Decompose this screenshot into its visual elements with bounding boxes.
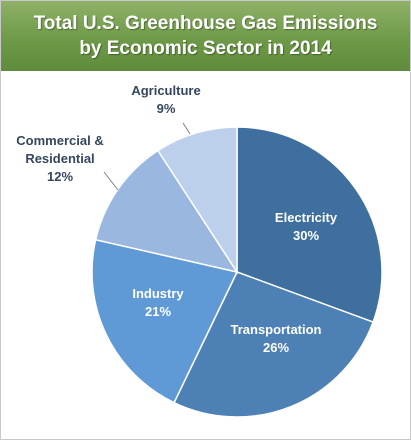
slice-label-commercial-residential-1: Residential xyxy=(25,151,94,166)
leader-line-commercial-residential xyxy=(103,171,119,191)
chart-title-line-1: Total U.S. Greenhouse Gas Emissions xyxy=(33,13,378,34)
pie-slice-agriculture xyxy=(156,126,238,275)
leader-lines xyxy=(103,122,191,191)
title-banner: Total U.S. Greenhouse Gas Emissions by E… xyxy=(1,1,410,71)
slice-label-transportation-0: Transportation xyxy=(230,322,321,337)
pie-slices xyxy=(91,126,383,418)
leader-line-agriculture xyxy=(182,122,191,135)
pie-slice-commercial-residential xyxy=(94,149,239,274)
slice-percent-electricity: 30% xyxy=(293,228,319,243)
slice-label-commercial-residential-0: Commercial & xyxy=(16,133,103,148)
slice-label-agriculture-0: Agriculture xyxy=(131,83,200,98)
slice-label-industry-0: Industry xyxy=(132,286,184,301)
slice-percent-commercial-residential: 12% xyxy=(47,169,73,184)
pie-slice-industry xyxy=(91,238,239,404)
pie-slice-electricity xyxy=(236,126,383,324)
pie-slice-transportation xyxy=(173,271,375,418)
slice-percent-agriculture: 9% xyxy=(157,101,176,116)
slice-label-electricity-0: Electricity xyxy=(275,210,338,225)
slice-percent-transportation: 26% xyxy=(263,340,289,355)
chart-title-line-2: by Economic Sector in 2014 xyxy=(79,38,332,59)
slice-percent-industry: 21% xyxy=(145,304,171,319)
slice-labels: Electricity 30% Transportation 26% Industry 2… xyxy=(16,83,338,355)
